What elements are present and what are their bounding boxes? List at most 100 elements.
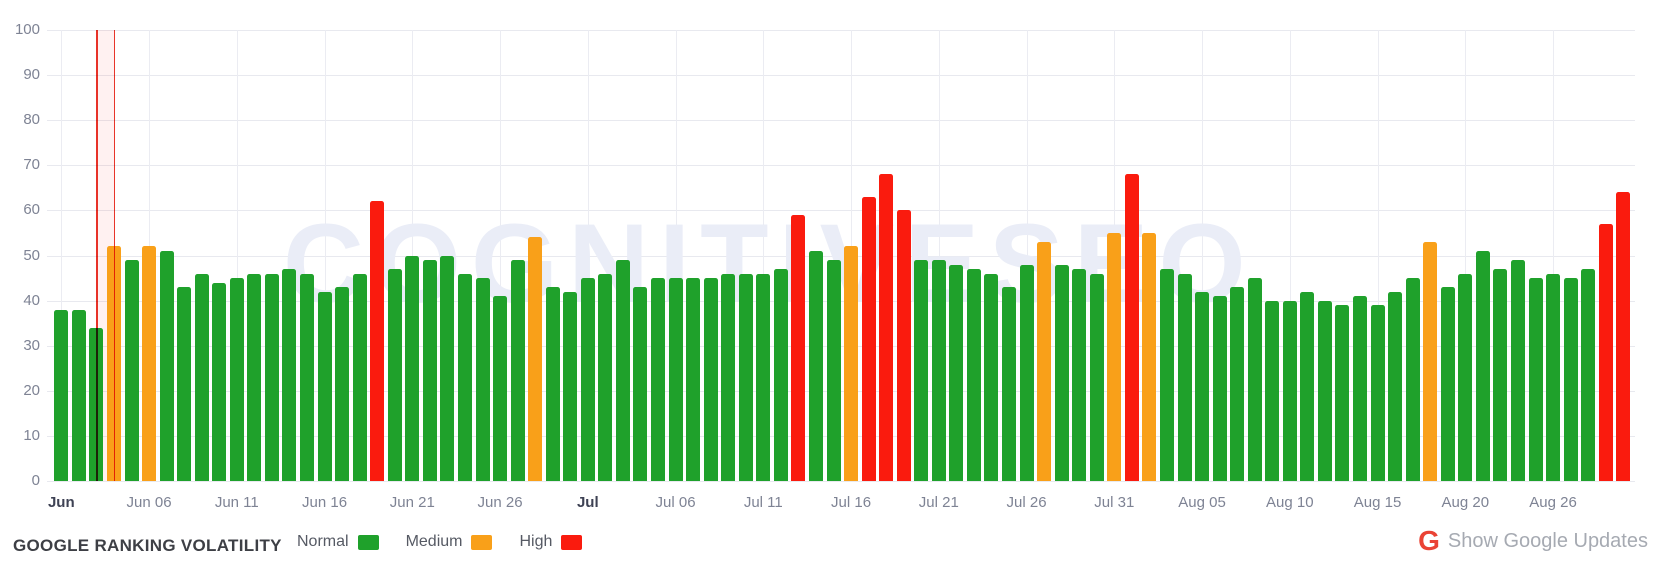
- volatility-bar-jun-07[interactable]: [159, 250, 174, 481]
- x-axis-label-jun-21: Jun 21: [389, 494, 435, 511]
- volatility-bar-jul-21[interactable]: [931, 260, 946, 481]
- volatility-bar-jun-13[interactable]: [264, 273, 279, 481]
- volatility-bar-jun-11[interactable]: [229, 278, 244, 481]
- volatility-bar-aug-15[interactable]: [1370, 305, 1385, 481]
- volatility-bar-aug-01[interactable]: [1124, 174, 1139, 481]
- volatility-bar-jun-23[interactable]: [440, 255, 455, 481]
- volatility-bar-aug-02[interactable]: [1142, 232, 1157, 481]
- volatility-bar-aug-09[interactable]: [1265, 300, 1280, 481]
- volatility-bar-jul-24[interactable]: [984, 273, 999, 481]
- volatility-bar-aug-24[interactable]: [1528, 278, 1543, 481]
- volatility-bar-aug-25[interactable]: [1546, 273, 1561, 481]
- volatility-bar-jul-25[interactable]: [1002, 287, 1016, 481]
- volatility-bar-jun-14[interactable]: [282, 269, 297, 481]
- volatility-bar-jul-29[interactable]: [1072, 269, 1087, 481]
- volatility-bar-jun-10[interactable]: [212, 282, 227, 481]
- volatility-bar-aug-18[interactable]: [1423, 241, 1438, 481]
- volatility-bar-jun-29[interactable]: [545, 287, 560, 481]
- volatility-bar-aug-06[interactable]: [1212, 296, 1227, 481]
- volatility-bar-aug-12[interactable]: [1317, 300, 1332, 481]
- volatility-bar-jun-20[interactable]: [387, 269, 402, 481]
- volatility-bar-aug-28[interactable]: [1598, 223, 1613, 481]
- volatility-bar-jul-04[interactable]: [633, 287, 648, 481]
- volatility-bar-jul-06[interactable]: [668, 278, 683, 481]
- volatility-bar-aug-17[interactable]: [1405, 278, 1420, 481]
- volatility-bar-jul-02[interactable]: [598, 273, 613, 481]
- h-gridline-100: [47, 30, 1635, 31]
- volatility-bar-jun-27[interactable]: [510, 260, 525, 481]
- volatility-bar-jul-07[interactable]: [686, 278, 701, 481]
- volatility-bar-jun-26[interactable]: [493, 296, 508, 481]
- volatility-bar-jul-08[interactable]: [703, 278, 718, 481]
- h-gridline-30: [47, 345, 1635, 347]
- volatility-bar-aug-13[interactable]: [1335, 305, 1350, 481]
- volatility-bar-jun-12[interactable]: [247, 273, 262, 481]
- show-google-updates-button[interactable]: G Show Google Updates: [1418, 527, 1648, 555]
- volatility-bar-jun-01[interactable]: [54, 309, 69, 481]
- volatility-bar-jun-28[interactable]: [528, 237, 543, 481]
- volatility-bar-jul-18[interactable]: [879, 174, 894, 481]
- volatility-bar-jun-24[interactable]: [457, 273, 472, 481]
- h-gridline-10: [47, 435, 1635, 437]
- volatility-bar-aug-07[interactable]: [1230, 287, 1245, 481]
- volatility-bar-jul-09[interactable]: [721, 273, 736, 481]
- volatility-bar-jul-10[interactable]: [738, 273, 753, 481]
- x-axis-label-jul-11: Jul 11: [743, 494, 783, 511]
- volatility-bar-jun-05[interactable]: [124, 260, 139, 481]
- volatility-bar-jun-02[interactable]: [71, 309, 86, 481]
- volatility-bar-jun-17[interactable]: [335, 287, 350, 481]
- volatility-bar-aug-21[interactable]: [1475, 250, 1490, 481]
- volatility-bar-jul-12[interactable]: [773, 269, 788, 481]
- volatility-bar-aug-11[interactable]: [1300, 291, 1315, 481]
- volatility-bar-jul-05[interactable]: [651, 278, 665, 481]
- volatility-bar-jun-15[interactable]: [300, 273, 314, 481]
- volatility-bar-jul-15[interactable]: [826, 260, 841, 481]
- volatility-bar-aug-04[interactable]: [1177, 273, 1192, 481]
- volatility-bar-jul-16[interactable]: [844, 246, 859, 481]
- volatility-bar-jul-26[interactable]: [1019, 264, 1034, 481]
- volatility-bar-aug-22[interactable]: [1493, 269, 1508, 481]
- y-axis-label-30: 30: [23, 336, 40, 354]
- volatility-bar-jun-06[interactable]: [142, 246, 157, 481]
- volatility-bar-jul-22[interactable]: [949, 264, 964, 481]
- y-axis-label-90: 90: [23, 66, 40, 84]
- volatility-bar-jul-30[interactable]: [1089, 273, 1104, 481]
- volatility-bar-jun-25[interactable]: [475, 278, 490, 481]
- volatility-bar-aug-26[interactable]: [1563, 278, 1578, 481]
- volatility-bar-jun-08[interactable]: [177, 287, 192, 481]
- volatility-bar-aug-19[interactable]: [1440, 287, 1455, 481]
- h-gridline-60: [47, 210, 1635, 212]
- volatility-bar-jul-19[interactable]: [896, 210, 911, 481]
- volatility-bar-jul-23[interactable]: [966, 269, 981, 481]
- volatility-bar-aug-10[interactable]: [1282, 300, 1297, 481]
- y-axis-label-100: 100: [14, 21, 40, 38]
- v-gridline-aug-10: [1289, 30, 1291, 481]
- volatility-bar-aug-23[interactable]: [1510, 260, 1525, 481]
- volatility-bar-jun-21[interactable]: [405, 255, 420, 481]
- volatility-bar-aug-08[interactable]: [1247, 278, 1262, 481]
- volatility-bar-aug-14[interactable]: [1353, 296, 1367, 481]
- volatility-bar-jul-13[interactable]: [791, 214, 806, 481]
- volatility-bar-aug-27[interactable]: [1581, 269, 1596, 481]
- volatility-bar-aug-03[interactable]: [1159, 269, 1174, 481]
- volatility-bar-aug-29[interactable]: [1616, 192, 1631, 481]
- volatility-bar-jul-11[interactable]: [756, 273, 771, 481]
- volatility-bar-jun-16[interactable]: [317, 291, 332, 481]
- volatility-bar-jul-17[interactable]: [861, 196, 876, 481]
- volatility-bar-jun-30[interactable]: [563, 291, 578, 481]
- volatility-bar-aug-16[interactable]: [1388, 291, 1403, 481]
- volatility-bar-jul-27[interactable]: [1037, 241, 1052, 481]
- volatility-bar-jun-09[interactable]: [194, 273, 209, 481]
- show-google-updates-label: Show Google Updates: [1447, 529, 1648, 552]
- volatility-bar-jul-20[interactable]: [914, 260, 929, 481]
- volatility-bar-jun-18[interactable]: [352, 273, 367, 481]
- volatility-bar-aug-05[interactable]: [1195, 291, 1210, 481]
- volatility-bar-jul-01[interactable]: [580, 278, 595, 481]
- volatility-bar-jul-31[interactable]: [1107, 232, 1122, 481]
- volatility-bar-jul-03[interactable]: [615, 260, 630, 481]
- volatility-bar-aug-20[interactable]: [1458, 273, 1473, 481]
- volatility-bar-jun-19[interactable]: [370, 201, 385, 481]
- volatility-bar-jun-22[interactable]: [422, 260, 437, 481]
- volatility-bar-jul-14[interactable]: [808, 250, 823, 481]
- volatility-bar-jul-28[interactable]: [1054, 264, 1069, 481]
